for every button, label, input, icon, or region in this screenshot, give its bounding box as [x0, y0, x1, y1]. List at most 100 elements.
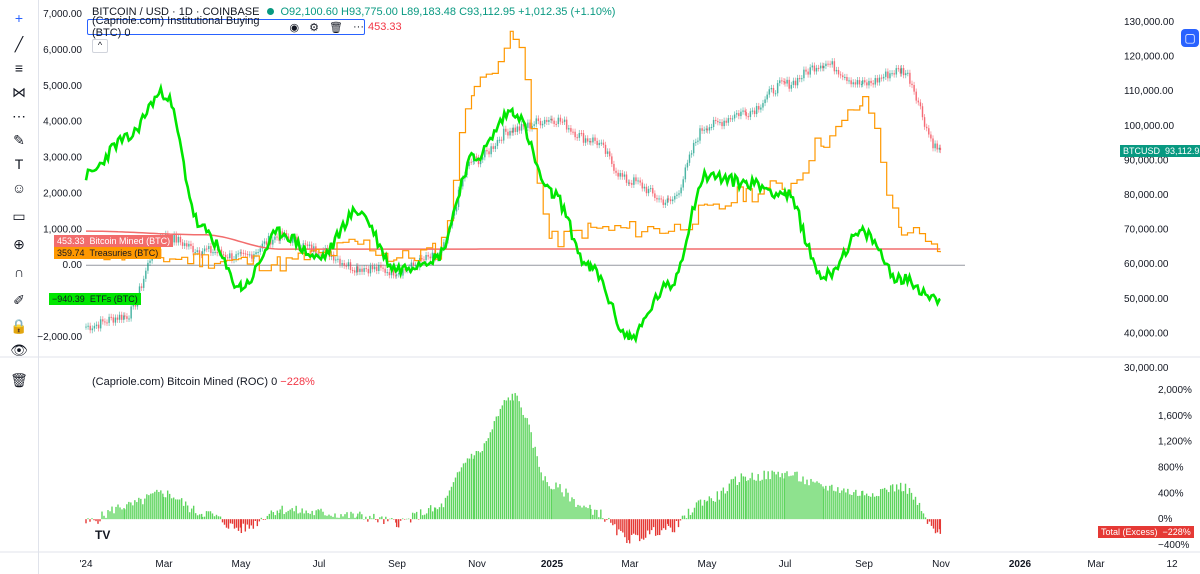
emoji-icon[interactable]: ☺ — [11, 180, 27, 196]
candle — [909, 72, 911, 84]
candle — [895, 68, 898, 75]
roc-bar — [695, 502, 698, 520]
eye-icon[interactable]: 👁 — [10, 341, 28, 358]
roc-bar — [260, 517, 263, 520]
roc-bar — [172, 497, 175, 520]
roc-bar — [861, 490, 864, 520]
candle — [91, 328, 94, 331]
x-axis-tick: Nov — [468, 559, 486, 570]
roc-bar — [608, 517, 610, 520]
candle — [128, 318, 130, 320]
candle — [124, 315, 126, 317]
roc-bar — [532, 447, 534, 520]
roc-bar — [194, 513, 197, 520]
eye-icon[interactable]: ◉ — [289, 21, 300, 34]
crosshair-icon[interactable]: + — [14, 10, 24, 26]
candle — [822, 65, 824, 69]
candle — [899, 68, 902, 74]
candle — [755, 106, 758, 115]
left-axis-tick: 1,000.00 — [43, 224, 82, 235]
more-icon[interactable]: ··· — [353, 21, 364, 33]
roc-bar — [751, 472, 753, 520]
candle — [617, 172, 619, 177]
text-icon[interactable]: T — [14, 156, 24, 172]
roc-bar — [221, 519, 224, 523]
tradingview-logo[interactable]: TV — [95, 528, 111, 542]
roc-bar — [188, 512, 191, 520]
candle — [844, 76, 846, 78]
candle — [310, 244, 313, 252]
right-axis-tick: 130,000.00 — [1124, 17, 1174, 28]
candle — [130, 306, 132, 319]
candle — [874, 78, 877, 85]
candle — [246, 254, 249, 256]
candle — [831, 61, 834, 65]
candle — [375, 266, 378, 272]
symbol-legend[interactable]: BITCOIN / USD · 1D · COINBASE O92,100.60 … — [92, 6, 615, 18]
roc-bar — [592, 514, 594, 520]
roc-bar — [873, 496, 876, 520]
roc-bar — [646, 519, 649, 531]
roc-bar — [209, 511, 212, 520]
candle — [231, 253, 233, 261]
screenshot-icon[interactable]: ▢ — [1181, 29, 1199, 47]
candle — [717, 120, 719, 123]
roc-bar — [493, 421, 496, 520]
lock-drawing-icon[interactable]: ✐ — [13, 291, 25, 308]
roc-bar — [724, 493, 727, 520]
candle — [568, 128, 570, 130]
candle — [402, 269, 404, 276]
candle — [749, 111, 752, 117]
roc-bar — [295, 505, 297, 520]
fib-icon[interactable]: ≡ — [14, 60, 24, 76]
trash-icon[interactable]: 🗑 — [10, 371, 28, 388]
candle — [220, 249, 223, 255]
left-axis-tick: 4,000.00 — [43, 117, 82, 128]
settings-icon[interactable]: ⚙ — [309, 21, 320, 34]
ruler-icon[interactable]: ▭ — [12, 207, 26, 224]
delete-icon[interactable]: 🗑 — [329, 21, 343, 34]
roc-bar — [732, 478, 735, 520]
roc-bar — [634, 519, 637, 535]
candle — [545, 119, 548, 122]
roc-bar — [928, 519, 931, 522]
candle — [751, 110, 754, 112]
roc-bar — [583, 505, 585, 520]
indicator-legend[interactable]: (Capriole.com) Institutional Buying (BTC… — [87, 15, 365, 39]
drawing-toolbar: + ╱ ≡ ⋈ ⋯ ✎ T ☺ ▭ ⊕ ∩ ✐ 🔒 👁 🗑 — [0, 0, 39, 574]
candle — [208, 246, 210, 250]
candle — [719, 122, 721, 124]
candle — [173, 234, 175, 243]
roc-bar — [107, 510, 109, 520]
candle — [224, 254, 227, 258]
roc-bar — [804, 484, 806, 520]
trendline-icon[interactable]: ╱ — [14, 35, 24, 52]
pattern-icon[interactable]: ⋈ — [12, 83, 26, 100]
roc-bar — [673, 519, 676, 533]
lock-icon[interactable]: 🔒 — [10, 317, 28, 334]
roc-bar — [497, 416, 500, 520]
candle — [87, 325, 89, 327]
roc-bar — [893, 491, 896, 520]
candle — [762, 103, 764, 108]
candle — [714, 119, 717, 121]
roc-legend[interactable]: (Capriole.com) Bitcoin Mined (ROC) 0 −22… — [92, 376, 315, 388]
roc-bar — [348, 517, 350, 520]
roc-bar — [466, 458, 469, 520]
collapse-button[interactable]: ^ — [92, 39, 108, 53]
roc-bar — [154, 491, 156, 520]
roc-bar — [542, 480, 544, 520]
roc-bar — [332, 516, 334, 520]
roc-bar — [180, 498, 183, 520]
candle — [386, 272, 389, 274]
magnet-icon[interactable]: ∩ — [13, 264, 25, 280]
roc-bar — [507, 397, 510, 520]
brush-icon[interactable]: ✎ — [13, 131, 25, 148]
roc-bar — [650, 519, 653, 531]
candle — [287, 236, 290, 239]
candle — [512, 127, 514, 133]
candle — [214, 252, 216, 254]
forecast-icon[interactable]: ⋯ — [12, 107, 26, 124]
zoom-icon[interactable]: ⊕ — [13, 235, 25, 252]
